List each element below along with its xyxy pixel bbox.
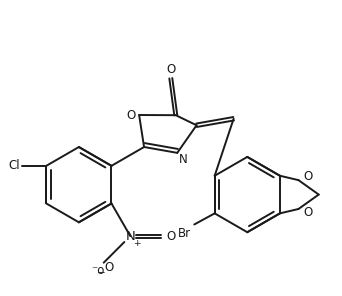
Text: Br: Br (178, 227, 191, 240)
Text: N: N (179, 153, 187, 166)
Text: −: − (97, 268, 106, 278)
Text: N: N (126, 230, 135, 243)
Text: ⁻o: ⁻o (91, 264, 104, 277)
Text: O: O (304, 206, 313, 219)
Text: O: O (127, 109, 136, 122)
Text: O: O (167, 230, 176, 243)
Text: O: O (304, 170, 313, 183)
Text: O: O (166, 63, 175, 76)
Text: Cl: Cl (9, 159, 21, 172)
Text: +: + (133, 239, 141, 247)
Text: O: O (104, 261, 113, 274)
